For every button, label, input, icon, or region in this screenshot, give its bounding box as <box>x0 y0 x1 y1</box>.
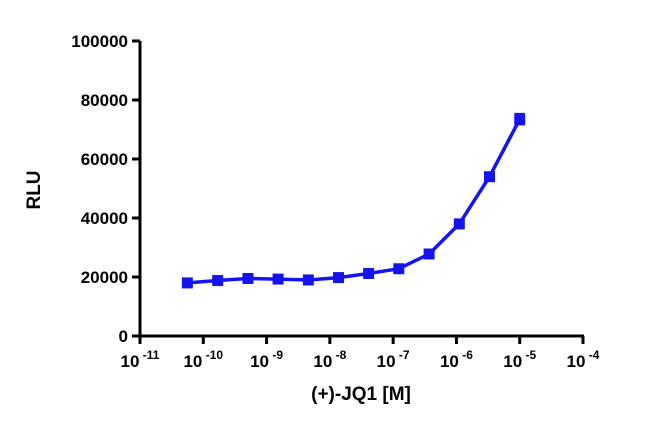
x-tick-label: 10 -8 <box>313 348 346 371</box>
x-tick-label: 10 -11 <box>121 348 160 371</box>
x-tick-label: 10 -7 <box>377 348 410 371</box>
x-tick-label: 10 -10 <box>183 348 223 371</box>
marker <box>514 113 526 125</box>
marker <box>181 277 193 289</box>
x-tick-label: 10 -9 <box>250 348 283 371</box>
marker <box>242 272 254 284</box>
y-tick-label: 40000 <box>81 209 128 228</box>
marker <box>333 272 345 284</box>
y-axis-label: RLU <box>24 170 45 209</box>
y-tick-label: 60000 <box>81 150 128 169</box>
marker <box>453 218 465 230</box>
x-tick-label: 10 -5 <box>503 348 536 371</box>
y-tick-label: 0 <box>119 327 128 346</box>
x-tick-label: 10 -6 <box>440 348 473 371</box>
marker <box>423 248 435 260</box>
marker <box>302 274 314 286</box>
line <box>187 118 522 285</box>
marker <box>483 171 495 183</box>
marker <box>393 263 405 275</box>
y-tick-label: 20000 <box>81 268 128 287</box>
marker <box>363 267 375 279</box>
marker <box>272 273 284 285</box>
x-axis-label: (+)-JQ1 [M] <box>311 384 411 405</box>
marker <box>212 275 224 287</box>
y-tick-label: 100000 <box>71 32 128 51</box>
x-tick-label: 10 -4 <box>567 348 600 371</box>
y-tick-label: 80000 <box>81 91 128 110</box>
